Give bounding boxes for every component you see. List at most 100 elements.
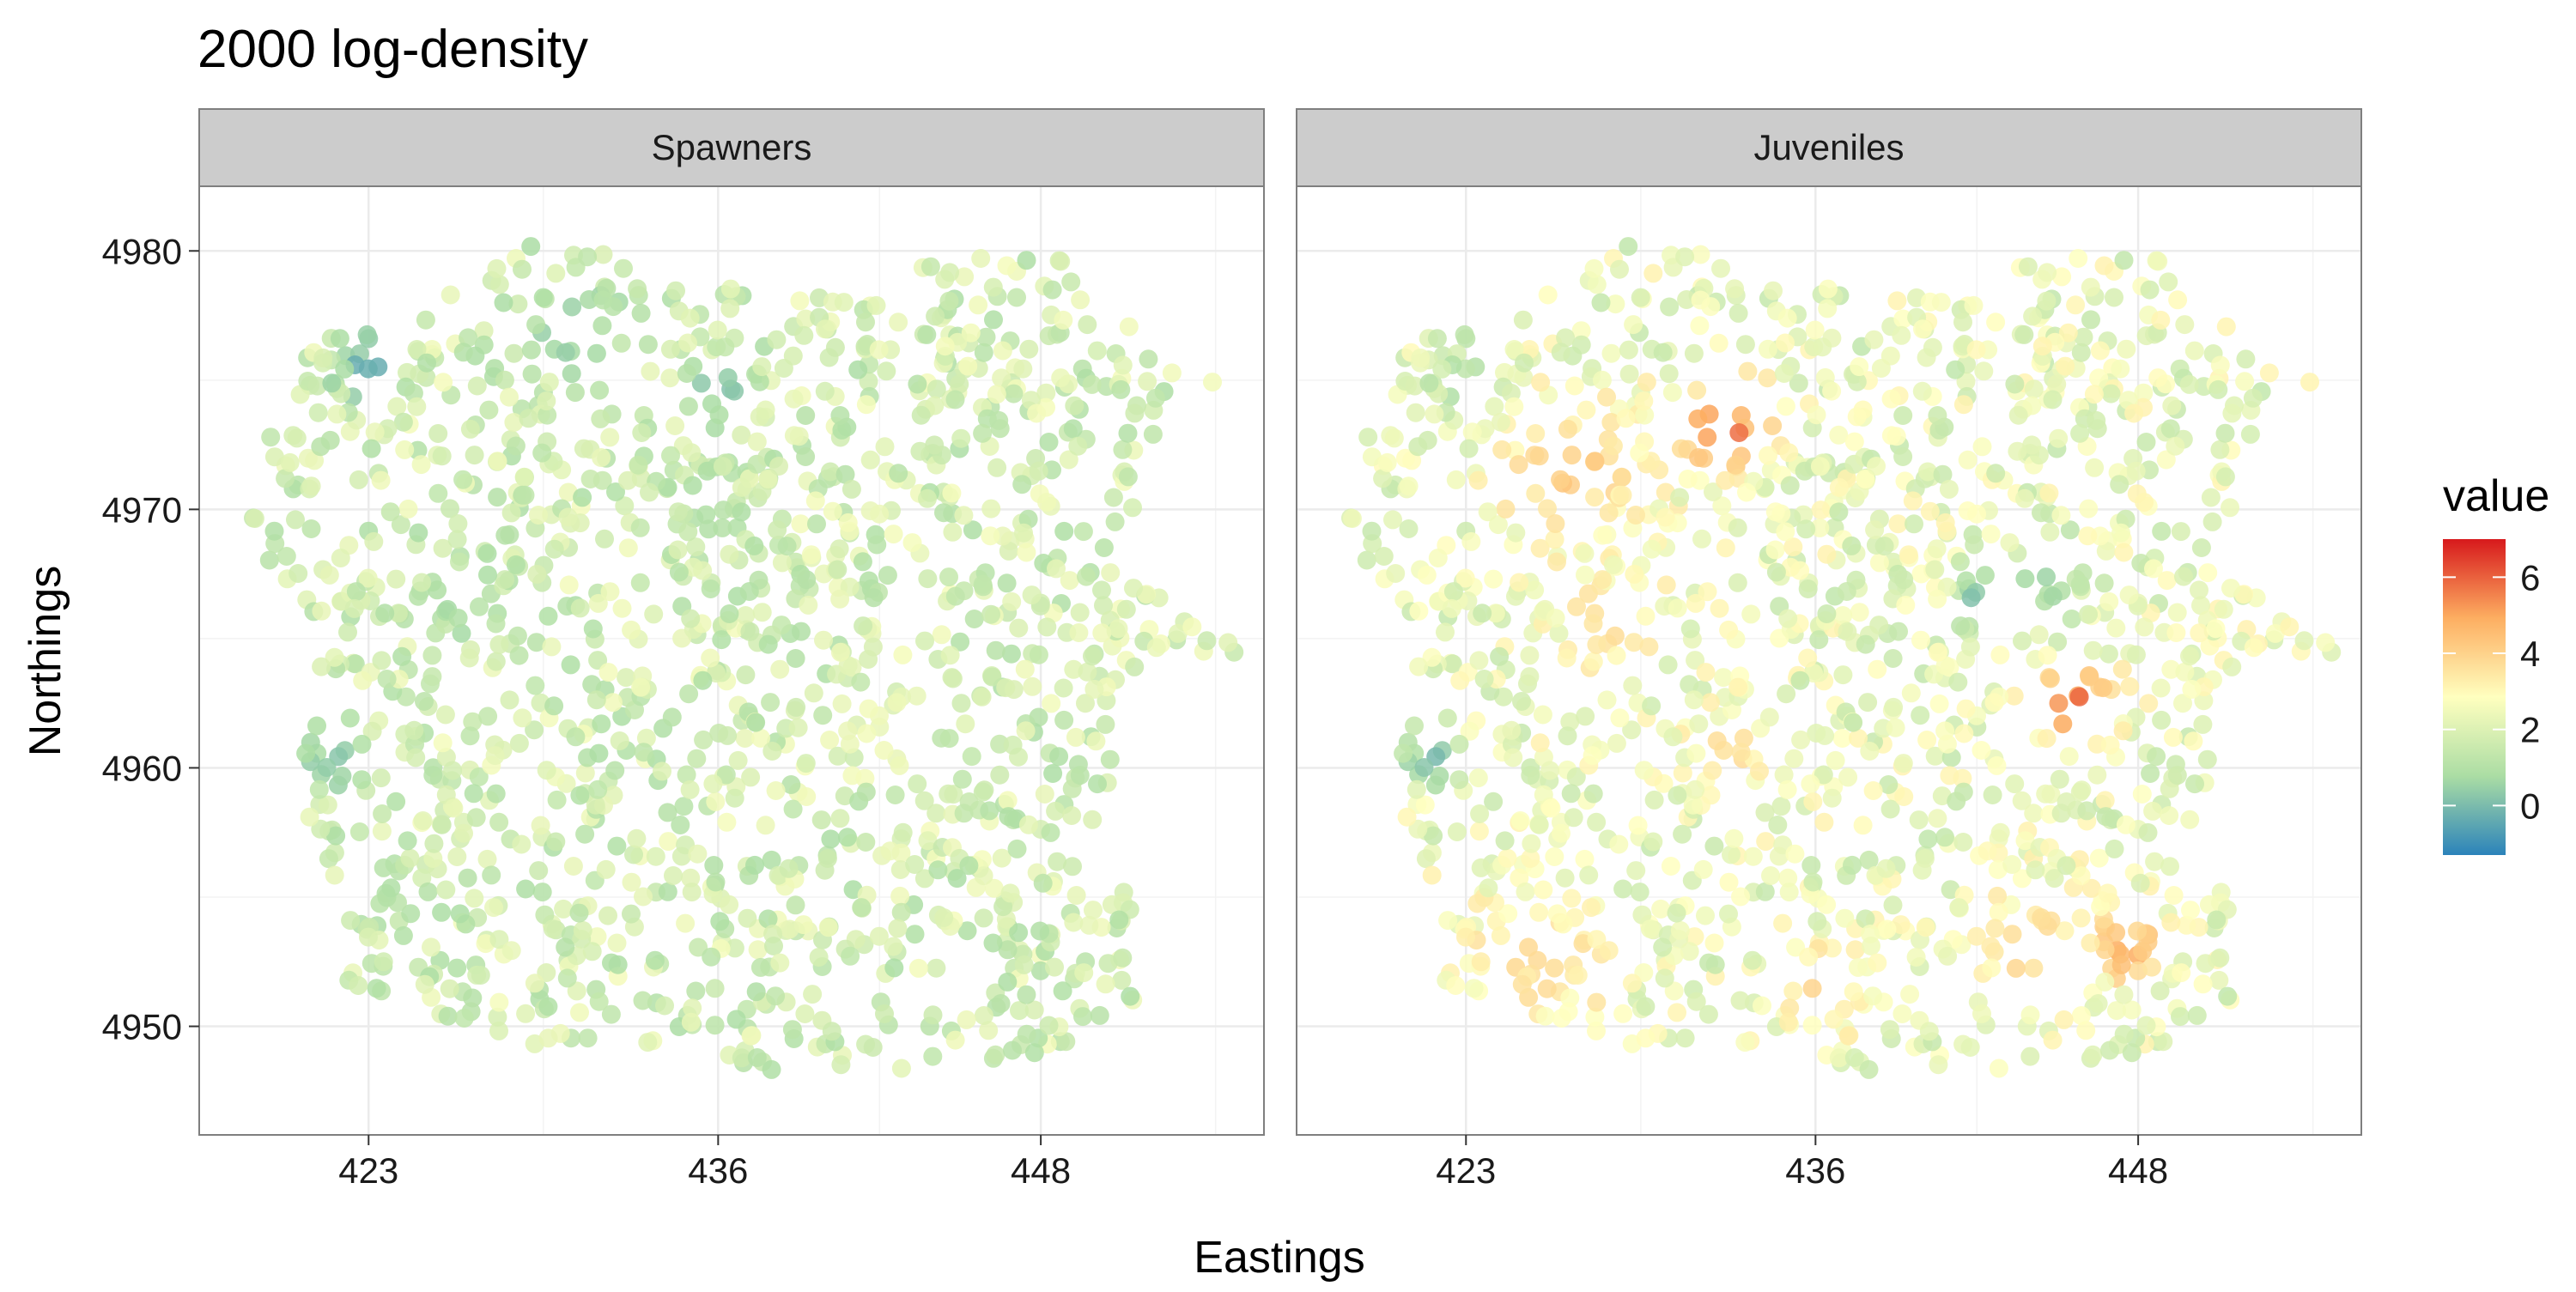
data-point (1951, 616, 1971, 636)
data-point (326, 826, 346, 846)
data-point (2054, 1010, 2074, 1029)
data-point (1046, 801, 1066, 821)
data-point (1056, 1032, 1076, 1052)
data-point (1686, 992, 1706, 1011)
data-point (1989, 902, 2008, 922)
data-point (589, 992, 609, 1011)
data-point (1033, 873, 1053, 893)
data-point (578, 1028, 598, 1048)
data-point (1540, 761, 1560, 780)
data-point (750, 957, 770, 977)
data-point (1928, 589, 1947, 609)
data-point (1531, 373, 1551, 392)
data-point (779, 858, 799, 878)
data-point (2114, 543, 2134, 562)
data-point (678, 522, 698, 542)
data-point (1533, 705, 1552, 725)
data-point (624, 845, 643, 864)
data-point (668, 540, 688, 560)
data-point (544, 539, 564, 559)
data-point (1696, 906, 1715, 925)
data-point (2099, 644, 2118, 664)
data-point (951, 428, 971, 448)
data-point (1856, 469, 1875, 488)
data-point (1587, 930, 1607, 949)
data-point (409, 523, 428, 543)
data-point (1883, 649, 1903, 668)
data-point (1925, 560, 1945, 579)
data-point (463, 988, 483, 1008)
data-point (832, 420, 852, 440)
data-point (1014, 955, 1034, 974)
data-point (1935, 721, 1955, 741)
data-point (459, 328, 478, 348)
data-point (741, 767, 761, 787)
data-point (1704, 836, 1724, 856)
data-point (2105, 839, 2124, 858)
data-point (563, 857, 583, 876)
data-point (683, 998, 702, 1018)
data-point (927, 958, 946, 978)
data-point (2039, 483, 2059, 503)
data-point (1039, 1016, 1059, 1035)
data-point (287, 428, 307, 448)
data-point (905, 855, 925, 874)
data-point (428, 424, 448, 443)
data-point (2114, 251, 2134, 270)
data-point (538, 1028, 558, 1048)
data-point (1935, 828, 1954, 847)
data-point (2057, 856, 2076, 876)
data-point (393, 925, 413, 945)
data-point (914, 791, 934, 810)
data-point (433, 733, 453, 753)
data-point (2294, 631, 2314, 651)
points-spawners (244, 237, 1244, 1079)
data-point (2147, 251, 2166, 270)
data-point (854, 616, 873, 636)
data-point (853, 552, 872, 572)
data-point (391, 515, 410, 535)
data-point (1843, 855, 1862, 875)
data-point (1587, 992, 1607, 1012)
data-point (633, 991, 653, 1010)
data-point (509, 646, 529, 665)
data-point (631, 303, 651, 323)
data-point (1002, 591, 1022, 611)
data-point (586, 690, 606, 710)
data-point (1798, 648, 1818, 668)
data-point (2084, 385, 2104, 404)
data-point (942, 483, 962, 503)
data-point (1801, 774, 1820, 794)
data-point (1683, 795, 1703, 815)
data-point (341, 911, 361, 931)
data-point (1456, 927, 1475, 947)
data-point (1386, 564, 1406, 583)
data-point (2174, 567, 2193, 586)
data-point (709, 405, 729, 425)
data-point (926, 306, 945, 326)
data-point (448, 609, 468, 628)
data-point (276, 469, 295, 488)
data-point (986, 640, 1005, 660)
data-point (1719, 904, 1738, 924)
data-point (1504, 340, 1524, 359)
data-point (1555, 868, 1575, 888)
data-point (1049, 251, 1069, 270)
data-point (529, 861, 549, 881)
data-point (1113, 440, 1133, 459)
data-point (1017, 543, 1036, 562)
data-point (573, 920, 592, 940)
data-point (841, 479, 861, 499)
data-point (1728, 677, 1748, 697)
data-point (1961, 588, 1981, 608)
data-point (519, 409, 538, 428)
data-point (1485, 604, 1505, 623)
data-point (1848, 957, 1868, 977)
data-point (1577, 400, 1596, 420)
data-point (1742, 950, 1762, 970)
data-point (1009, 618, 1029, 638)
data-point (570, 1003, 589, 1022)
data-point (2020, 1046, 2040, 1066)
data-point (554, 899, 574, 919)
data-point (2151, 678, 2171, 698)
